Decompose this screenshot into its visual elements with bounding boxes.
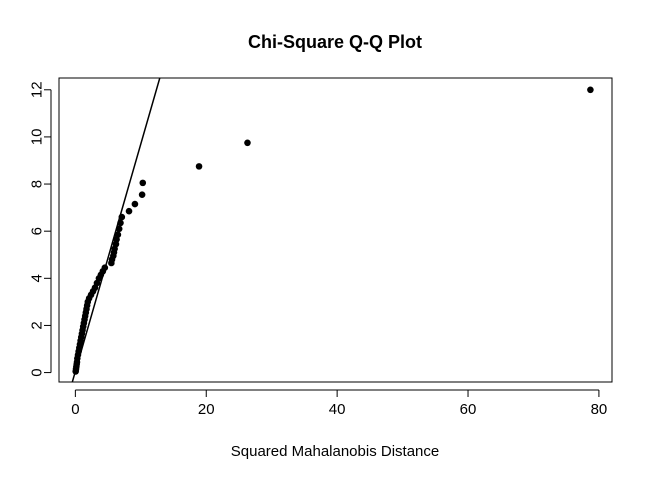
y-tick-label: 2 (29, 321, 46, 329)
axes: 0 20 40 60 80 0 2 4 6 8 10 12 (29, 81, 608, 418)
data-points (72, 86, 594, 375)
data-point (118, 213, 126, 221)
x-tick-label: 0 (71, 401, 79, 418)
data-point (195, 163, 203, 170)
x-tick-label: 80 (591, 401, 608, 418)
data-point (244, 139, 251, 147)
y-tick-label: 8 (29, 180, 46, 188)
y-tick-label: 6 (29, 227, 46, 235)
data-point (115, 225, 123, 233)
plot-frame (58, 77, 613, 383)
data-point (117, 219, 124, 227)
y-tick-label: 0 (29, 368, 46, 376)
x-axis-label: Squared Mahalanobis Distance (231, 443, 439, 460)
chart-title: Chi-Square Q-Q Plot (248, 32, 422, 52)
x-tick-label: 20 (198, 401, 215, 418)
x-tick-label: 60 (460, 401, 477, 418)
reference-line (71, 78, 161, 382)
data-point (138, 191, 146, 198)
data-point (139, 179, 147, 187)
x-tick-label: 40 (329, 401, 346, 418)
data-point (125, 207, 133, 215)
data-point (114, 231, 122, 239)
data-point (131, 200, 139, 208)
y-tick-label: 12 (29, 81, 46, 98)
data-point (101, 264, 109, 272)
y-tick-label: 10 (29, 129, 46, 146)
reference-line-group (71, 78, 161, 382)
y-tick-label: 4 (29, 274, 46, 282)
data-point (587, 86, 594, 94)
